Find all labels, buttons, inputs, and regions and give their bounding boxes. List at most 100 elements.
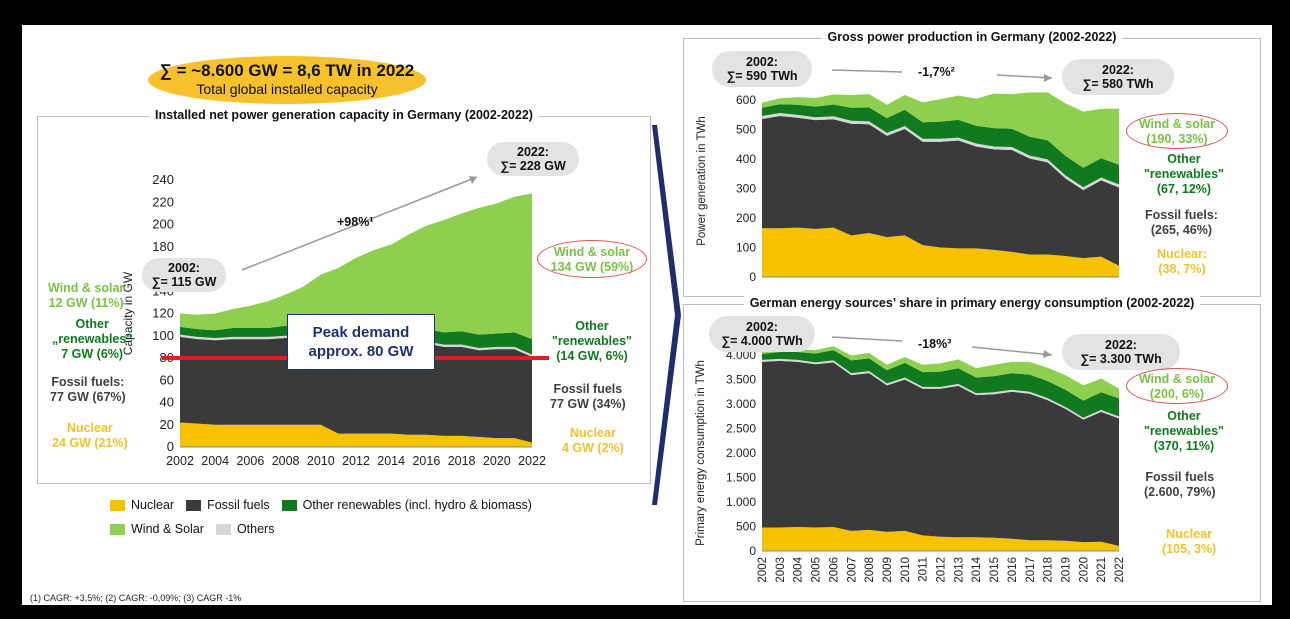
gross-nuclear-label: Nuclear: (38, 7%) [1157, 247, 1207, 277]
capacity-end-bubble: 2022: ∑= 228 GW [487, 142, 579, 176]
x-tick-label: 2009 [882, 557, 894, 583]
label-line: Fossil fuels [553, 382, 623, 396]
x-tick-label: 2002 [757, 557, 769, 583]
primary-nuclear-label: Nuclear (105, 3%) [1162, 527, 1216, 557]
y-tick-label: 40 [160, 395, 174, 410]
primary-arrow-left [831, 336, 903, 342]
y-axis-label: Power generation in TWh [696, 116, 708, 246]
x-tick-label: 2020 [483, 454, 511, 468]
label-line: Fossil fuels: [1145, 208, 1218, 222]
label-line: (105, 3%) [1162, 542, 1217, 556]
gross-start-sum: ∑= 590 TWh [726, 69, 798, 83]
primary-fossil-label: Fossil fuels (2.600, 79%) [1144, 470, 1216, 500]
x-tick-label: 2021 [1096, 557, 1108, 583]
capacity-right-other-renewables-label: Other "renewables" (14 GW, 6%) [552, 319, 632, 364]
peak-demand-box: Peak demand approx. 80 GW [287, 314, 435, 370]
x-tick-label: 2017 [1025, 557, 1037, 583]
area-nuclear [180, 422, 532, 447]
capacity-right-nuclear-label: Nuclear 4 GW (2%) [562, 426, 624, 456]
legend-swatch [110, 499, 125, 511]
label-line: "renewables" [552, 334, 632, 348]
gross-arrow-head-icon [1044, 74, 1052, 82]
primary-arrow-right [971, 346, 1053, 356]
x-tick-label: 2010 [307, 454, 335, 468]
legend-item-wind-solar: Wind & Solar [110, 522, 204, 536]
gross-end-year: 2022: [1102, 63, 1134, 77]
legend-item-other-renewables: Other renewables (incl. hydro & biomass) [281, 498, 532, 512]
y-tick-label: 2.000 [726, 446, 756, 460]
x-tick-label: 2019 [1060, 557, 1072, 583]
area-nuclear [762, 526, 1119, 551]
y-tick-label: 0 [749, 270, 756, 284]
label-line: 24 GW (21%) [52, 436, 128, 450]
label-line: Other [75, 317, 109, 331]
label-line: Wind & solar [1138, 117, 1216, 131]
primary-arrow-head-icon [1043, 350, 1052, 358]
capacity-right-fossil-label: Fossil fuels 77 GW (34%) [550, 382, 626, 412]
label-line: "renewables" [1144, 424, 1224, 438]
y-axis-label: Primary energy consumption in TWh [695, 360, 707, 546]
x-tick-label: 2004 [793, 556, 805, 582]
gross-other-renewables-label: Other "renewables" (67, 12%) [1144, 152, 1224, 197]
label-line: Fossil fuels [1145, 470, 1215, 484]
primary-end-year: 2022: [1105, 338, 1137, 352]
label-line: 134 GW (59%) [550, 260, 634, 274]
capacity-right-wind-solar-label: Wind & solar 134 GW (59%) [537, 240, 647, 278]
y-tick-label: 300 [736, 181, 756, 195]
legend-label: Nuclear [131, 498, 175, 512]
x-tick-label: 2014 [377, 454, 405, 468]
x-tick-label: 2012 [936, 557, 948, 583]
x-tick-label: 2006 [236, 454, 264, 468]
capacity-growth: +98%¹ [337, 215, 374, 229]
y-tick-label: 100 [152, 328, 174, 343]
total-capacity-value: ∑ = ~8.600 GW = 8,6 TW in 2022 [159, 61, 415, 80]
capacity-left-fossil-label: Fossil fuels: 77 GW (67%) [50, 375, 126, 405]
label-line: Other [575, 319, 609, 333]
legend-label: Fossil fuels [207, 498, 270, 512]
area-other-renewables [762, 104, 1119, 188]
primary-start-sum: ∑= 4.000 TWh [721, 334, 803, 348]
capacity-start-sum: ∑= 115 GW [151, 275, 217, 289]
legend-item-others: Others [215, 522, 274, 536]
gross-wind-solar-label: Wind & solar (190, 33%) [1126, 113, 1228, 149]
area-wind-solar [762, 346, 1119, 401]
primary-start-bubble: 2002: ∑= 4.000 TWh [709, 316, 815, 352]
label-line: (190, 33%) [1146, 132, 1208, 146]
gross-start-year: 2002: [746, 55, 778, 69]
label-line: (265, 46%) [1150, 223, 1213, 237]
y-tick-label: 400 [736, 152, 756, 166]
x-tick-label: 2018 [448, 454, 476, 468]
capacity-left-wind-solar-label: Wind & solar 12 GW (11%) [48, 281, 124, 311]
y-tick-label: 2.500 [726, 422, 756, 436]
gross-panel-title: Gross power production in Germany (2002-… [821, 30, 1123, 44]
label-line: 12 GW (11%) [48, 296, 124, 310]
label-line: 77 GW (67%) [50, 390, 126, 404]
primary-growth: -18%³ [918, 337, 952, 351]
label-line: Nuclear [66, 421, 113, 435]
area-fossil-fuels [762, 116, 1119, 266]
label-line: Wind & solar [48, 281, 125, 295]
x-tick-label: 2016 [1007, 557, 1019, 583]
x-tick-label: 2014 [971, 556, 983, 582]
capacity-end-year: 2022: [517, 145, 549, 159]
legend-swatch [215, 523, 231, 535]
chevron-divider-icon [652, 125, 681, 505]
primary-panel-title: German energy sources’ share in primary … [743, 296, 1201, 310]
label-line: Nuclear: [1157, 247, 1208, 261]
y-tick-label: 220 [152, 194, 174, 209]
gross-end-bubble: 2022: ∑= 580 TWh [1062, 59, 1174, 95]
x-tick-label: 2008 [864, 557, 876, 583]
total-capacity-callout: ∑ = ~8.600 GW = 8,6 TW in 2022 Total glo… [148, 56, 426, 104]
x-tick-label: 2008 [272, 454, 300, 468]
gross-end-sum: ∑= 580 TWh [1082, 77, 1154, 91]
area-other-renewables [762, 350, 1119, 418]
capacity-left-nuclear-label: Nuclear 24 GW (21%) [52, 421, 128, 451]
label-line: (2.600, 79%) [1144, 485, 1216, 499]
area-others [180, 334, 532, 357]
y-tick-label: 60 [160, 372, 174, 387]
area-fossil-fuels [180, 336, 532, 443]
x-tick-label: 2015 [989, 557, 1001, 583]
y-tick-label: 180 [152, 239, 174, 254]
peak-demand-line1: Peak demand [312, 324, 410, 341]
label-line: Wind & solar [553, 245, 631, 259]
